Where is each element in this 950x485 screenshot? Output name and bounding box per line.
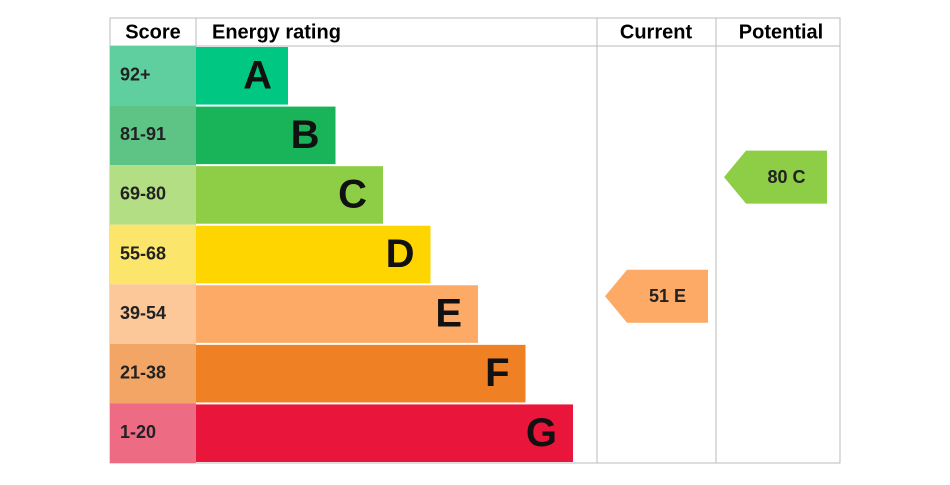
score-range: 1-20 [120, 422, 156, 442]
rating-bar [196, 344, 526, 403]
score-cell [110, 343, 196, 404]
rating-arrow [724, 150, 827, 204]
header: Energy rating [212, 21, 341, 43]
rating-bar [196, 225, 431, 284]
rating-letter: G [526, 411, 557, 455]
score-range: 39-54 [120, 303, 166, 323]
rating-letter: F [485, 351, 509, 395]
score-cell [110, 46, 196, 106]
score-range: 55-68 [120, 243, 166, 263]
score-range: 21-38 [120, 362, 166, 382]
score-range: 69-80 [120, 184, 166, 204]
rating-bar [196, 285, 478, 343]
score-range: 81-91 [120, 124, 166, 144]
arrow-label: 80 C [767, 167, 805, 187]
header: Score [125, 21, 181, 43]
rating-letter: D [386, 232, 415, 276]
arrow-label: 51 E [649, 286, 686, 306]
rating-bar [196, 404, 573, 462]
rating-bar [196, 47, 288, 105]
header: Potential [739, 21, 823, 43]
rating-letter: E [435, 292, 462, 336]
rating-arrow [605, 269, 708, 323]
rating-letter: A [243, 53, 272, 97]
score-cell [110, 165, 196, 225]
rating-letter: C [338, 172, 367, 216]
rating-letter: B [291, 113, 320, 157]
score-cell [110, 224, 196, 285]
rating-bar [196, 106, 336, 165]
rating-bar [196, 166, 383, 224]
score-cell [110, 403, 196, 463]
header: Current [620, 21, 693, 43]
score-range: 92+ [120, 65, 151, 85]
score-cell [110, 105, 196, 166]
score-cell [110, 284, 196, 344]
